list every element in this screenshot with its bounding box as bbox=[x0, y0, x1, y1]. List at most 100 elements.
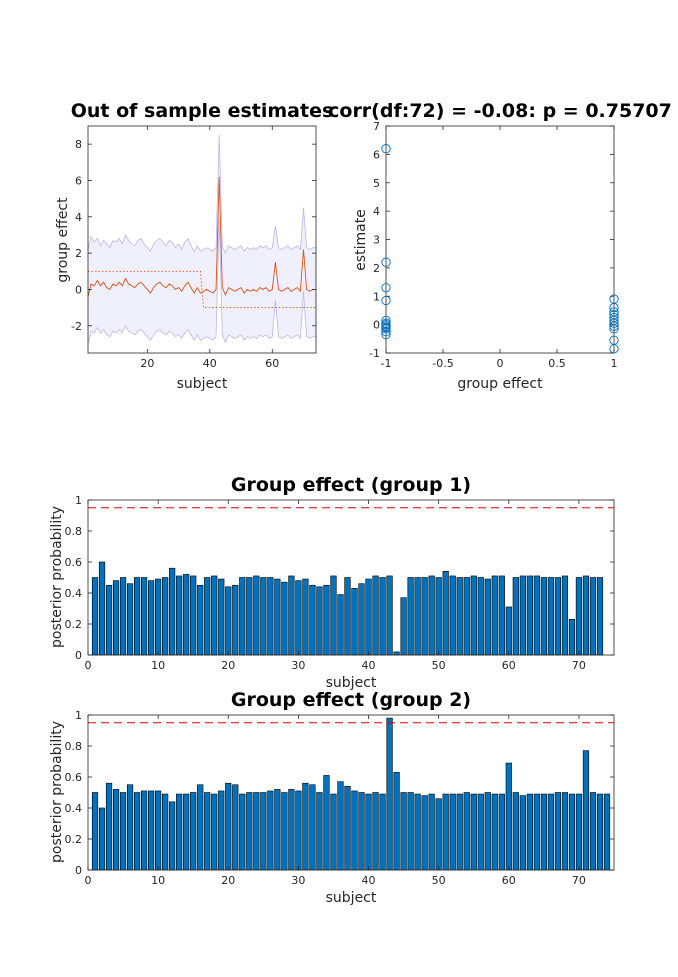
group2-bar bbox=[435, 798, 442, 871]
group2-bar bbox=[505, 762, 512, 871]
group2-bar bbox=[547, 793, 554, 871]
group2-bar bbox=[470, 793, 477, 871]
group2-title: Group effect (group 2) bbox=[231, 689, 471, 711]
group2-bar bbox=[561, 792, 569, 871]
group1-bar bbox=[575, 577, 583, 656]
group2-ytick-label: 0.8 bbox=[65, 740, 83, 753]
group2-plot-area bbox=[88, 717, 614, 871]
group2-xtick-label: 10 bbox=[151, 874, 165, 887]
group1-bar bbox=[491, 575, 498, 656]
group1-bar bbox=[477, 577, 484, 656]
group1-xtick-label: 10 bbox=[151, 659, 165, 672]
group2-bar bbox=[246, 792, 253, 871]
corr-point bbox=[609, 324, 619, 334]
group1-bar bbox=[449, 575, 456, 656]
group2-bar bbox=[211, 793, 218, 871]
group2-bar bbox=[119, 792, 127, 871]
group2-bar bbox=[428, 793, 435, 871]
group2-ytick-label: 0.2 bbox=[65, 833, 83, 846]
corr-ytick-label: 4 bbox=[373, 205, 380, 218]
group1-xtick-label: 70 bbox=[572, 659, 586, 672]
corr-ytick-label: 2 bbox=[373, 262, 380, 275]
group1-bar bbox=[456, 577, 463, 656]
group2-bar bbox=[190, 792, 197, 871]
group2-xtick-label: 60 bbox=[502, 874, 516, 887]
oos-ytick-label: 8 bbox=[75, 138, 82, 151]
group1-bar bbox=[372, 575, 379, 656]
group2-bar bbox=[260, 792, 267, 871]
group1-bar bbox=[505, 606, 512, 656]
group2-bar bbox=[126, 784, 134, 871]
corr-axes-box bbox=[385, 125, 615, 354]
group2-bar bbox=[540, 793, 547, 871]
oos-panel: 20 40 60 -2 0 2 4 6 8 Out of sample estimates su… bbox=[55, 100, 333, 392]
group1-bar bbox=[246, 577, 253, 656]
oos-xtick-label: 60 bbox=[265, 357, 279, 370]
corr-ticks: -1 -0.5 0 0.5 1 -1 0 1 2 3 4 5 6 7 bbox=[369, 120, 617, 370]
group1-bar bbox=[386, 575, 393, 656]
group1-xtick-label: 60 bbox=[502, 659, 516, 672]
group1-bar bbox=[568, 619, 576, 656]
group1-bar bbox=[519, 575, 526, 656]
group2-bar bbox=[449, 793, 456, 871]
group1-bar bbox=[470, 575, 477, 656]
group2-bar bbox=[477, 793, 484, 871]
group1-bar bbox=[323, 584, 330, 656]
group2-bar bbox=[379, 793, 386, 871]
group1-bar bbox=[105, 584, 113, 656]
group2-bar bbox=[91, 792, 99, 871]
group1-bar bbox=[267, 577, 274, 656]
group1-bar bbox=[133, 577, 141, 656]
group1-bar bbox=[547, 577, 554, 656]
group1-bar bbox=[344, 577, 351, 656]
group1-bar bbox=[302, 578, 309, 656]
corr-point bbox=[609, 302, 619, 313]
group1-bar bbox=[442, 570, 449, 656]
group2-bar bbox=[463, 792, 470, 871]
group2-bar bbox=[421, 795, 428, 871]
group1-bar bbox=[561, 575, 569, 656]
group2-xtick-label: 30 bbox=[291, 874, 305, 887]
corr-plot-area bbox=[381, 144, 619, 354]
group1-bar bbox=[162, 577, 169, 656]
group2-bar bbox=[204, 792, 211, 871]
oos-ytick-label: 4 bbox=[75, 211, 82, 224]
group2-bar bbox=[323, 775, 330, 871]
corr-ytick-label: 7 bbox=[373, 120, 380, 133]
group1-bar bbox=[141, 577, 148, 656]
group1-bar bbox=[119, 577, 127, 656]
corr-point bbox=[381, 324, 391, 334]
corr-ylabel: estimate bbox=[353, 209, 369, 271]
group1-bar bbox=[274, 578, 281, 656]
corr-point bbox=[381, 295, 391, 306]
oos-ytick-label: 2 bbox=[75, 247, 82, 260]
group1-title: Group effect (group 1) bbox=[231, 474, 471, 496]
group1-bar bbox=[407, 577, 414, 656]
corr-point bbox=[381, 329, 391, 340]
group1-xtick-label: 20 bbox=[221, 659, 235, 672]
group1-bar bbox=[533, 575, 540, 656]
corr-xtick-label: -0.5 bbox=[432, 357, 453, 370]
oos-lower-bound-line bbox=[87, 218, 316, 345]
oos-estimate-line bbox=[87, 176, 316, 297]
group1-xtick-label: 50 bbox=[432, 659, 446, 672]
group1-bar bbox=[330, 575, 337, 656]
group2-ytick-label: 1 bbox=[75, 709, 82, 722]
corr-ytick-label: -1 bbox=[369, 347, 380, 360]
group1-ticks: 0 10 20 30 40 50 60 70 0 0.2 0.4 0.6 0.8 1 bbox=[65, 494, 614, 672]
group2-bar bbox=[358, 792, 365, 871]
group2-bar bbox=[589, 792, 597, 871]
group2-bar bbox=[519, 795, 526, 871]
group2-xlabel: subject bbox=[326, 890, 377, 906]
oos-credible-band bbox=[88, 135, 316, 344]
group2-bar bbox=[232, 784, 239, 871]
corr-ytick-label: 6 bbox=[373, 148, 380, 161]
group1-bar bbox=[596, 577, 604, 656]
group1-ylabel: posterior probability bbox=[49, 506, 65, 648]
group2-bar bbox=[274, 789, 281, 871]
group2-bar bbox=[218, 790, 225, 871]
group1-bar bbox=[183, 574, 190, 656]
group2-bar bbox=[512, 792, 519, 871]
group1-bar bbox=[316, 586, 323, 656]
group2-xtick-label: 70 bbox=[572, 874, 586, 887]
